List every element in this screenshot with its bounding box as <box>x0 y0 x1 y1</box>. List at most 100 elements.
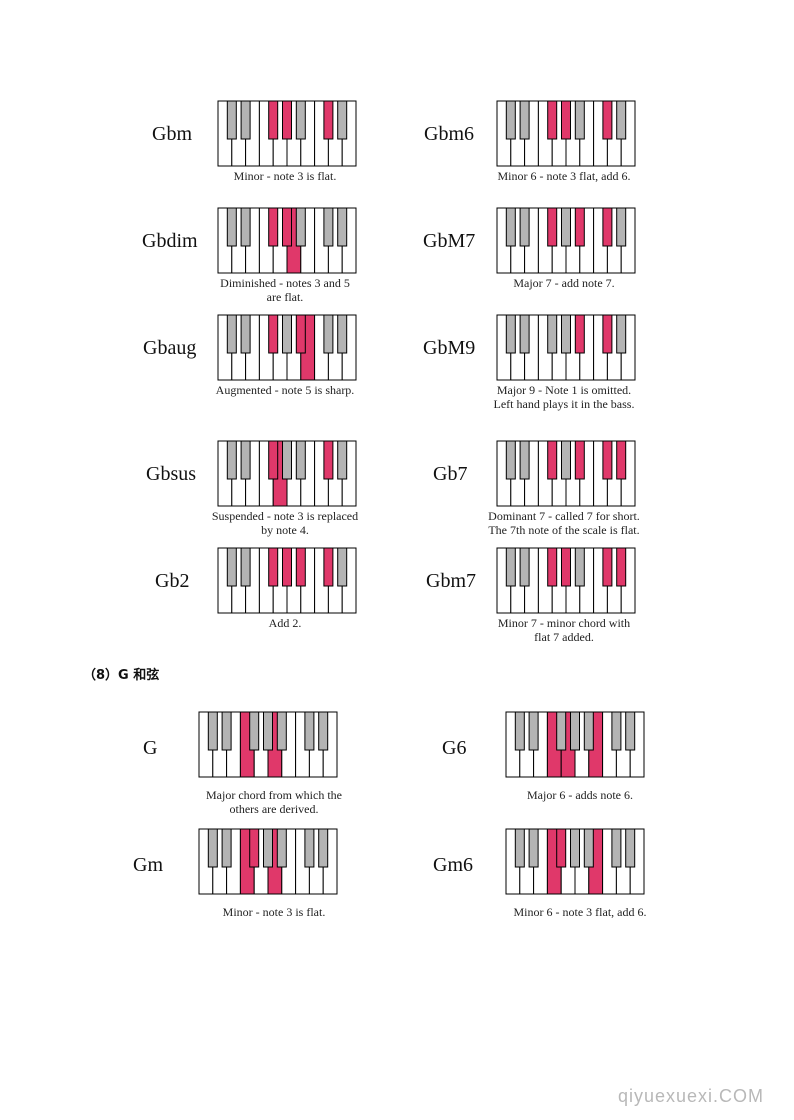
black-key <box>207 828 218 868</box>
black-key <box>337 100 348 140</box>
keyboard-piano-icon <box>217 314 357 381</box>
black-key <box>505 314 516 354</box>
chord-caption: Diminished - notes 3 and 5 are flat. <box>220 276 350 304</box>
keyboard-icon <box>505 828 645 900</box>
chord-caption: Major 7 - add note 7. <box>513 276 615 290</box>
black-key <box>514 828 525 868</box>
chord-caption: Major 9 - Note 1 is omitted. Left hand pl… <box>493 383 635 411</box>
black-key <box>611 828 622 868</box>
black-key-highlighted <box>602 440 613 480</box>
black-key <box>505 440 516 480</box>
keyboard-icon <box>496 547 636 619</box>
keyboard-icon <box>505 711 645 783</box>
chord-name: Gbm7 <box>426 570 476 592</box>
black-key <box>295 100 306 140</box>
black-key <box>240 547 251 587</box>
black-key-highlighted <box>561 100 571 140</box>
keyboard-piano-icon <box>496 547 636 614</box>
black-key <box>240 314 251 354</box>
chord-caption: Dominant 7 - called 7 for short. The 7th … <box>488 509 640 537</box>
black-key <box>547 314 558 354</box>
black-key <box>323 207 334 247</box>
black-key <box>276 828 287 868</box>
black-key-highlighted <box>556 828 567 868</box>
black-key <box>570 828 580 868</box>
black-key <box>583 711 594 751</box>
chord-name: Gbm <box>152 123 192 145</box>
chord-name: Gbm6 <box>424 123 474 145</box>
chord-caption: Minor - note 3 is flat. <box>233 169 337 183</box>
keyboard-piano-icon <box>505 711 645 778</box>
black-key-highlighted <box>616 440 627 480</box>
black-key-highlighted <box>323 440 334 480</box>
black-key <box>295 207 306 247</box>
black-key <box>323 314 334 354</box>
black-key <box>519 314 530 354</box>
chord-name: Gbaug <box>143 337 197 359</box>
watermark: qiyuexuexi.COM <box>617 1086 764 1106</box>
black-key <box>505 100 516 140</box>
black-key <box>616 207 627 247</box>
black-key-highlighted <box>268 207 279 247</box>
chord-name: Gbsus <box>146 463 197 485</box>
black-key <box>304 711 315 751</box>
keyboard-piano-icon <box>505 828 645 895</box>
keyboard-icon <box>198 711 338 783</box>
keyboard-piano-icon <box>496 207 636 274</box>
black-key-highlighted <box>561 547 571 587</box>
black-key-highlighted <box>616 547 627 587</box>
black-key <box>240 440 251 480</box>
black-key-highlighted <box>574 207 585 247</box>
black-key <box>304 828 315 868</box>
black-key-highlighted <box>295 314 306 354</box>
black-key <box>207 711 218 751</box>
chord-caption: Minor - note 3 is flat. <box>222 905 326 919</box>
keyboard-piano-icon <box>496 100 636 167</box>
black-key <box>519 547 530 587</box>
black-key <box>221 711 232 751</box>
black-key <box>263 828 273 868</box>
black-key <box>519 207 530 247</box>
black-key-highlighted <box>602 547 613 587</box>
black-key-highlighted <box>295 547 306 587</box>
black-key <box>226 547 237 587</box>
black-key <box>561 440 571 480</box>
black-key-highlighted <box>602 100 613 140</box>
black-key <box>276 711 287 751</box>
black-key-highlighted <box>574 440 585 480</box>
keyboard-piano-icon <box>217 100 357 167</box>
black-key-highlighted <box>547 207 558 247</box>
keyboard-piano-icon <box>217 547 357 614</box>
black-key <box>240 100 251 140</box>
black-key <box>249 711 260 751</box>
black-key-highlighted <box>282 207 292 247</box>
black-key <box>583 828 594 868</box>
black-key <box>519 440 530 480</box>
keyboard-icon <box>496 314 636 386</box>
black-key <box>318 828 329 868</box>
black-key <box>282 314 292 354</box>
keyboard-icon <box>217 100 357 172</box>
black-key <box>226 207 237 247</box>
chord-name: Gb2 <box>155 570 190 592</box>
keyboard-piano-icon <box>198 711 338 778</box>
black-key <box>295 440 306 480</box>
black-key <box>570 711 580 751</box>
chord-caption: Major 6 - adds note 6. <box>527 788 633 802</box>
keyboard-piano-icon <box>496 440 636 507</box>
chord-name: Gbdim <box>142 230 198 252</box>
keyboard-icon <box>496 100 636 172</box>
black-key <box>561 314 571 354</box>
black-key <box>616 314 627 354</box>
chord-name: G6 <box>442 737 467 759</box>
black-key <box>240 207 251 247</box>
black-key <box>337 440 348 480</box>
chord-name: Gm <box>133 854 163 876</box>
black-key <box>226 440 237 480</box>
keyboard-icon <box>217 547 357 619</box>
keyboard-icon <box>198 828 338 900</box>
keyboard-icon <box>217 207 357 279</box>
black-key-highlighted <box>547 100 558 140</box>
black-key <box>505 547 516 587</box>
